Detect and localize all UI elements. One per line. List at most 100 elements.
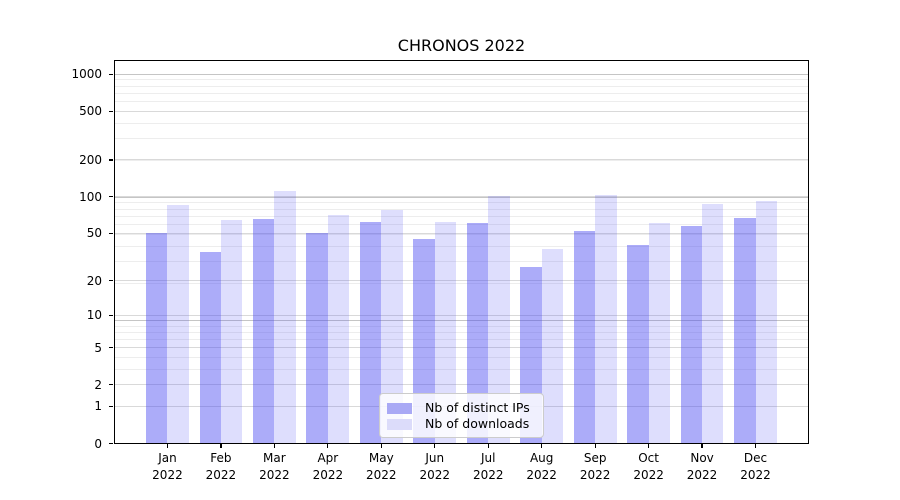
- x-tick: [648, 443, 650, 448]
- minor-gridline: [115, 368, 808, 370]
- bar-downloads-mar: [274, 190, 296, 444]
- bar-downloads-may: [381, 209, 403, 444]
- x-tick: [701, 443, 703, 448]
- x-tick-label-month: Jan: [158, 451, 177, 465]
- x-tick-label-month: Oct: [638, 451, 659, 465]
- minor-gridline: [115, 325, 808, 327]
- y-tick-label: 5: [94, 340, 102, 355]
- minor-gridline: [115, 101, 808, 102]
- legend-label-distinct-ips: Nb of distinct IPs: [425, 400, 530, 415]
- x-tick: [380, 443, 382, 448]
- x-tick: [434, 443, 436, 448]
- y-tick: [109, 442, 113, 445]
- bar-ips-oct: [627, 244, 649, 444]
- y-tick-label: 0: [94, 436, 102, 451]
- bar-downloads-oct: [648, 222, 670, 444]
- tick-gridline: [115, 280, 808, 282]
- minor-gridline: [115, 122, 808, 124]
- y-tick-label: 2: [94, 377, 102, 392]
- bar-downloads-aug: [541, 249, 564, 444]
- tick-gridline: [115, 314, 808, 316]
- major-gridline: [115, 196, 808, 198]
- y-tick: [109, 159, 113, 161]
- x-tick-label-month: Feb: [210, 451, 232, 465]
- x-tick-label: Nov 2022: [672, 450, 732, 483]
- minor-gridline: [115, 261, 808, 263]
- minor-gridline: [115, 224, 808, 226]
- x-tick-label-year: 2022: [633, 467, 664, 482]
- minor-gridline: [115, 202, 808, 204]
- y-tick: [109, 196, 113, 198]
- minor-gridline: [115, 208, 808, 210]
- x-tick-label-year: 2022: [312, 467, 344, 482]
- major-gridline: [115, 319, 808, 321]
- chart-title: CHRONOS 2022: [397, 36, 526, 55]
- x-tick: [541, 443, 543, 448]
- x-tick: [487, 443, 489, 448]
- x-tick-label: Apr 2022: [298, 450, 358, 483]
- y-tick-label: 100: [79, 189, 102, 204]
- x-tick-label-year: 2022: [259, 467, 290, 482]
- x-tick-label-year: 2022: [152, 467, 183, 482]
- y-tick-label: 200: [79, 152, 102, 167]
- bar-downloads-dec: [755, 200, 777, 444]
- y-tick: [109, 314, 113, 316]
- minor-gridline: [115, 338, 808, 340]
- x-tick-label-month: Aug: [529, 451, 554, 465]
- x-tick-label-month: Mar: [263, 451, 286, 465]
- y-tick-label: 10: [86, 308, 102, 323]
- y-tick: [109, 347, 113, 349]
- bar-ips-mar: [252, 218, 275, 444]
- plot-area: Nb of distinct IPs Nb of downloads: [114, 60, 809, 444]
- minor-gridline: [115, 233, 808, 235]
- y-tick: [109, 110, 113, 112]
- minor-gridline: [115, 356, 808, 358]
- x-tick: [166, 443, 169, 448]
- x-tick: [327, 443, 329, 448]
- y-tick: [109, 384, 113, 386]
- x-tick-label-month: Dec: [743, 451, 768, 465]
- x-tick-label: Feb 2022: [191, 450, 251, 483]
- tick-gridline: [115, 232, 808, 234]
- y-tick-label: 50: [86, 226, 102, 241]
- x-tick-label-month: Jun: [425, 451, 445, 465]
- minor-gridline: [115, 215, 808, 217]
- legend-swatch-downloads: [387, 418, 412, 430]
- x-tick-label: Mar 2022: [244, 450, 304, 483]
- legend-label-downloads: Nb of downloads: [425, 416, 530, 431]
- x-tick-label-year: 2022: [579, 467, 611, 482]
- legend-swatch-distinct-ips: [387, 402, 412, 414]
- x-tick: [754, 443, 757, 448]
- x-tick: [273, 443, 275, 448]
- bar-ips-jan: [146, 233, 168, 444]
- y-tick-label: 20: [86, 273, 102, 288]
- bar-ips-jun: [413, 238, 435, 444]
- x-tick-label-month: Apr: [317, 451, 339, 465]
- y-tick-label: 1: [94, 399, 102, 414]
- bar-ips-nov: [680, 225, 703, 444]
- plot-frame: [114, 60, 809, 444]
- legend-item-downloads: Nb of downloads: [387, 416, 535, 432]
- y-tick: [109, 405, 113, 408]
- minor-gridline: [115, 331, 808, 333]
- x-tick-label: Jul 2022: [458, 450, 518, 483]
- x-tick-label-year: 2022: [686, 467, 718, 482]
- x-tick-label-year: 2022: [472, 467, 504, 482]
- bar-ips-sep: [573, 231, 596, 444]
- legend: Nb of distinct IPs Nb of downloads: [379, 393, 544, 438]
- bar-ips-feb: [199, 251, 221, 444]
- bar-ips-dec: [734, 217, 756, 444]
- tick-gridline: [115, 159, 808, 161]
- x-tick-label-year: 2022: [526, 467, 557, 482]
- minor-gridline: [115, 138, 808, 140]
- x-tick-label-year: 2022: [205, 467, 237, 482]
- x-tick-label-year: 2022: [419, 467, 451, 482]
- bar-ips-may: [359, 222, 382, 444]
- y-tick-label: 500: [79, 104, 102, 119]
- x-tick-label: Jan 2022: [137, 450, 197, 483]
- x-tick: [594, 443, 596, 448]
- y-tick-label: 1000: [71, 67, 102, 82]
- x-tick-label: May 2022: [351, 450, 411, 483]
- bar-downloads-feb: [220, 219, 243, 444]
